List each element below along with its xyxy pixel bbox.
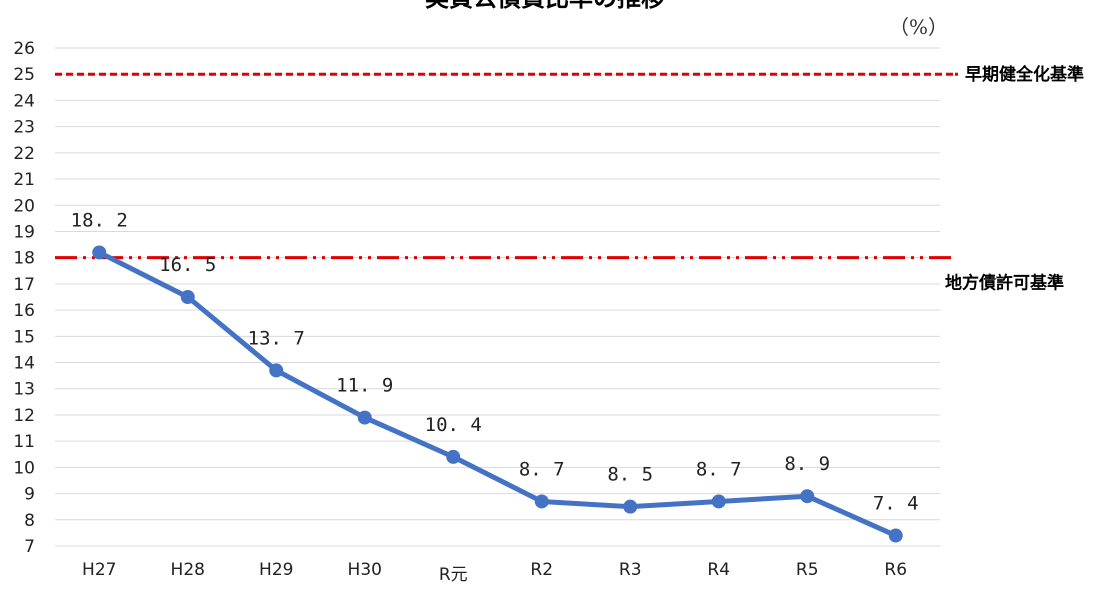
y-tick-label: 25 — [13, 65, 35, 85]
y-tick-label: 17 — [13, 275, 35, 295]
x-tick-label: H30 — [348, 560, 382, 580]
x-tick-label: R5 — [796, 560, 819, 580]
x-tick-label: R6 — [884, 560, 907, 580]
data-point — [180, 290, 195, 304]
data-label: 8. 7 — [696, 458, 742, 480]
unit-label: （%） — [889, 15, 948, 39]
x-tick-label: H29 — [259, 560, 293, 580]
y-tick-label: 11 — [13, 432, 35, 452]
data-point — [888, 528, 903, 543]
data-label: 7. 4 — [873, 493, 919, 515]
reference-line-label: 早期健全化基準 — [965, 64, 1084, 85]
data-point — [711, 494, 726, 509]
y-tick-label: 21 — [13, 170, 35, 190]
x-tick-label: R元 — [439, 565, 468, 585]
y-tick-label: 15 — [13, 327, 35, 347]
y-tick-label: 19 — [13, 222, 35, 242]
data-label: 18. 2 — [71, 209, 128, 231]
y-tick-label: 8 — [24, 511, 35, 531]
data-label: 10. 4 — [425, 414, 482, 436]
y-tick-label: 26 — [13, 39, 35, 59]
y-tick-label: 7 — [24, 537, 35, 557]
data-point — [357, 410, 372, 425]
chart-title: 実質公債費比率の推移 — [425, 0, 665, 12]
reference-line-label: 地方債許可基準 — [945, 273, 1064, 294]
series-line-path — [96, 249, 899, 539]
y-tick-label: 10 — [13, 458, 35, 478]
data-label: 11. 9 — [336, 375, 393, 397]
data-point — [623, 499, 638, 514]
axis-labels: 7 8 9 10 11 12 13 14 15 16 17 18 19 20 21 22 23 24 25 26 H27… — [13, 39, 907, 585]
y-tick-label: 9 — [24, 485, 35, 505]
y-tick-label: 12 — [13, 406, 35, 426]
y-tick-label: 16 — [13, 301, 35, 321]
data-label: 13. 7 — [248, 327, 305, 349]
data-point — [446, 449, 461, 464]
y-tick-label: 23 — [13, 118, 35, 138]
y-tick-label: 13 — [13, 380, 35, 400]
data-point — [800, 489, 815, 504]
data-point — [269, 363, 284, 378]
y-tick-label: 20 — [13, 196, 35, 216]
data-label: 8. 9 — [784, 453, 830, 475]
data-point — [534, 494, 549, 509]
y-tick-label: 24 — [13, 91, 35, 111]
data-label: 16. 5 — [159, 254, 216, 276]
x-tick-label: R4 — [707, 560, 730, 580]
x-tick-label: H28 — [171, 560, 205, 580]
data-label: 8. 7 — [519, 458, 565, 480]
y-tick-label: 18 — [13, 249, 35, 269]
series-line: 18. 2 16. 5 13. 7 11. 9 10. 4 8. 7 8. 5 8. 7 8. … — [71, 209, 919, 543]
x-tick-label: H27 — [82, 560, 116, 580]
data-label: 8. 5 — [607, 464, 653, 486]
x-tick-label: R2 — [530, 560, 553, 580]
y-tick-label: 22 — [13, 144, 35, 164]
data-point — [92, 245, 107, 260]
x-tick-label: R3 — [619, 560, 642, 580]
y-tick-label: 14 — [13, 354, 35, 374]
